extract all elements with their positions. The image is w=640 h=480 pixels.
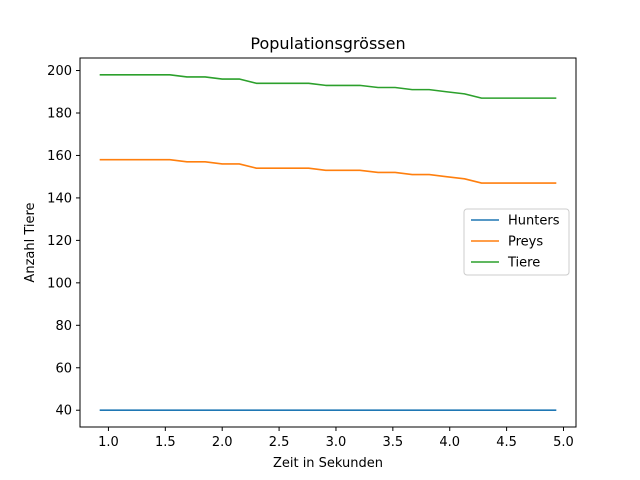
y-tick-label: 160 [47,149,72,164]
y-tick-label: 80 [55,319,72,334]
x-tick-label: 2.5 [269,435,290,450]
x-axis-label: Zeit in Sekunden [273,456,383,471]
x-tick-label: 5.0 [553,435,574,450]
y-axis-label: Anzahl Tiere [23,202,38,282]
y-tick-label: 140 [47,191,72,206]
legend-label-preys: Preys [508,235,543,250]
y-tick-label: 100 [47,276,72,291]
legend-label-hunters: Hunters [508,214,560,229]
y-tick-label: 120 [47,234,72,249]
legend: Hunters Preys Tiere [463,208,570,276]
series-layer [99,73,557,412]
legend-frame [463,208,570,276]
x-tick-label: 4.5 [496,435,517,450]
x-tick-label: 3.0 [326,435,347,450]
series-line-preys [99,158,557,184]
y-tick-label: 40 [55,404,72,419]
legend-label-tiere: Tiere [507,256,540,271]
x-tick-label: 3.5 [383,435,404,450]
x-tick-label: 2.0 [212,435,233,450]
y-axis-ticks: 40 60 80 100 120 140 160 180 200 [47,64,80,419]
x-tick-label: 4.0 [439,435,460,450]
y-tick-label: 180 [47,106,72,121]
y-tick-label: 200 [47,64,72,79]
x-axis-ticks: 1.0 1.5 2.0 2.5 3.0 3.5 4.0 4.5 5.0 [98,427,574,450]
y-tick-label: 60 [55,361,72,376]
legend-entries: Hunters Preys Tiere [471,214,560,271]
x-tick-label: 1.5 [155,435,176,450]
x-tick-label: 1.0 [98,435,119,450]
chart-title: Populationsgrössen [250,34,405,53]
series-line-tiere [99,73,557,99]
plot-area-frame [79,57,577,428]
